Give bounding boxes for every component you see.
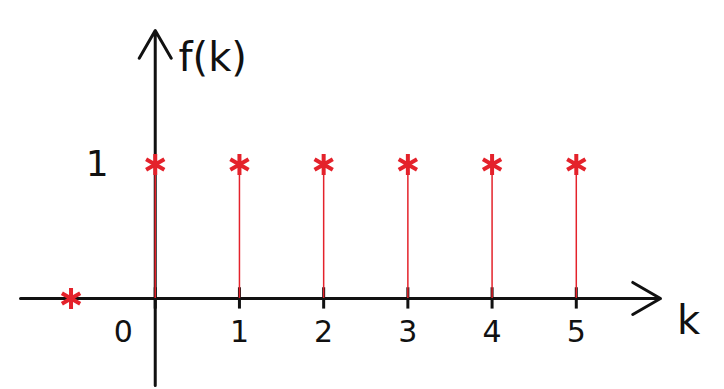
svg-text:0: 0 [114, 314, 133, 349]
svg-text:3: 3 [398, 314, 417, 349]
svg-text:5: 5 [567, 314, 586, 349]
svg-text:1: 1 [86, 143, 109, 184]
svg-text:2: 2 [314, 314, 333, 349]
svg-text:k: k [677, 297, 701, 343]
svg-text:4: 4 [483, 314, 502, 349]
svg-text:1: 1 [230, 314, 249, 349]
svg-text:f(k): f(k) [179, 34, 247, 80]
